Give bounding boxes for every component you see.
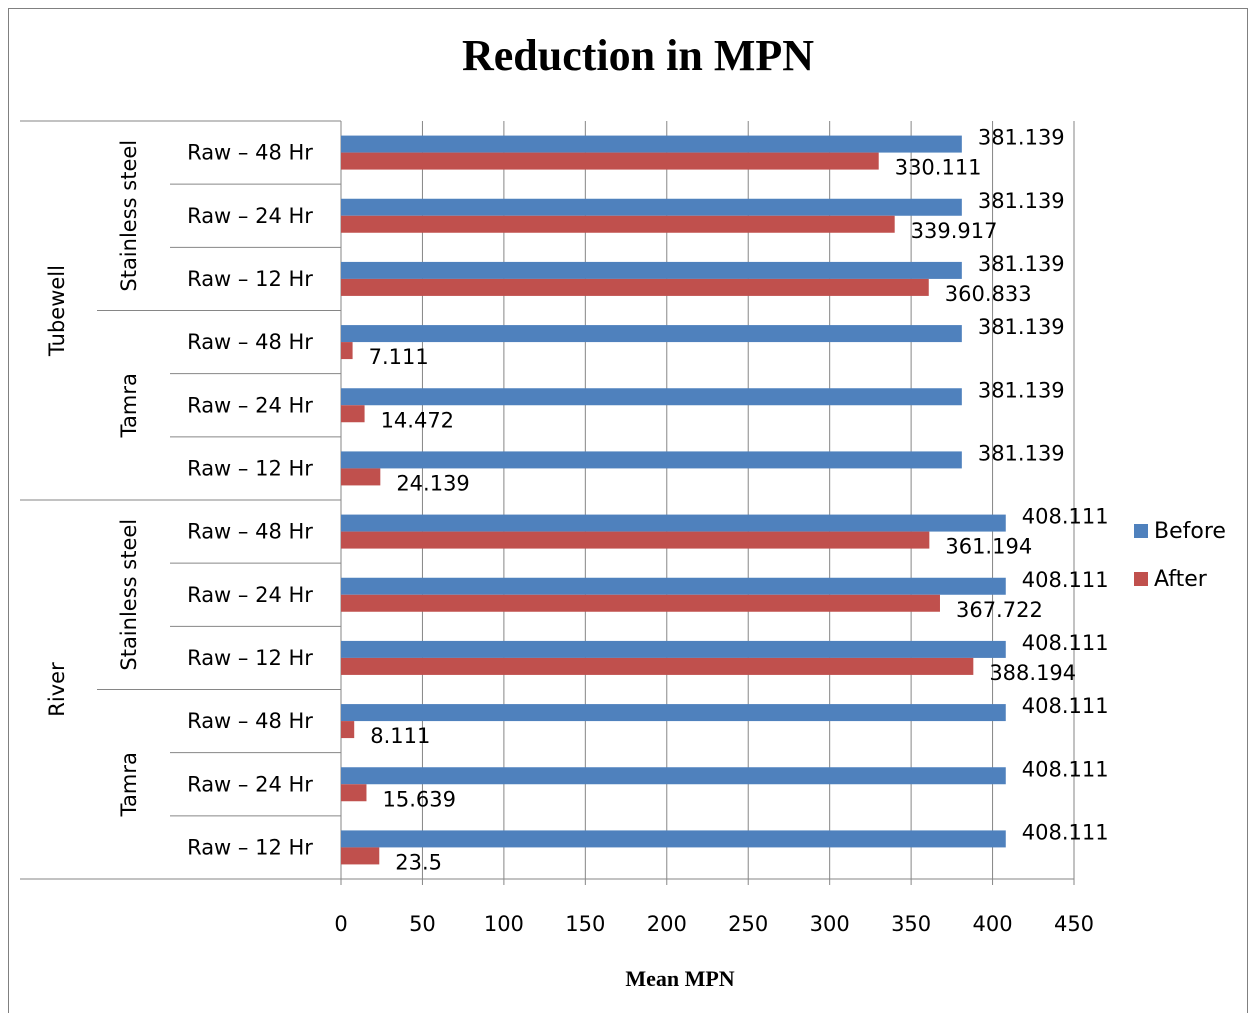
bar-before	[341, 388, 962, 406]
legend-item-after: After	[1134, 567, 1207, 592]
data-label-before: 408.111	[1022, 505, 1109, 529]
x-tick-label: 150	[565, 912, 605, 936]
bar-after	[341, 847, 380, 865]
category-label: Raw – 12 Hr	[187, 835, 313, 859]
category-label: Raw – 48 Hr	[187, 709, 313, 733]
data-label-after: 367.722	[956, 598, 1043, 622]
legend-swatch-before	[1134, 524, 1148, 538]
x-axis-title: Mean MPN	[625, 966, 735, 991]
category-label: Raw – 24 Hr	[187, 204, 313, 228]
data-label-before: 408.111	[1022, 568, 1109, 592]
data-label-before: 408.111	[1022, 631, 1109, 655]
data-label-before: 381.139	[978, 189, 1065, 213]
x-tick-label: 0	[334, 912, 347, 936]
x-tick-label: 50	[409, 912, 436, 936]
bar-after	[341, 784, 367, 802]
legend-swatch-after	[1134, 572, 1148, 586]
bar-after	[341, 531, 930, 549]
data-label-after: 23.5	[395, 850, 442, 874]
bar-after	[341, 342, 353, 360]
data-label-after: 388.194	[989, 661, 1076, 685]
data-label-before: 381.139	[978, 126, 1065, 150]
bar-before	[341, 514, 1006, 532]
bar-after	[341, 657, 974, 675]
bar-before	[341, 135, 962, 153]
x-tick-label: 200	[647, 912, 687, 936]
category-label: Raw – 24 Hr	[187, 583, 313, 607]
material-group-label: Tamra	[117, 373, 141, 438]
data-label-before: 408.111	[1022, 694, 1109, 718]
legend-label-after: After	[1154, 567, 1207, 592]
bar-before	[341, 198, 962, 216]
chart-title: Reduction in MPN	[462, 31, 814, 80]
data-label-after: 360.833	[945, 282, 1032, 306]
bar-before	[341, 704, 1006, 722]
bar-after	[341, 405, 365, 423]
data-label-before: 408.111	[1022, 757, 1109, 781]
category-label: Raw – 48 Hr	[187, 520, 313, 544]
bar-after	[341, 468, 381, 486]
x-tick-label: 400	[973, 912, 1013, 936]
material-group-label: Tamra	[117, 752, 141, 817]
category-label: Raw – 12 Hr	[187, 456, 313, 480]
x-tick-label: 300	[810, 912, 850, 936]
bar-before	[341, 325, 962, 343]
category-label: Raw – 12 Hr	[187, 267, 313, 291]
category-label: Raw – 12 Hr	[187, 646, 313, 670]
data-label-after: 14.472	[381, 408, 454, 432]
source-group-label: Tubewell	[45, 265, 69, 357]
bar-after	[341, 278, 929, 296]
material-group-label: Stainless steel	[117, 140, 141, 292]
x-tick-label: 100	[484, 912, 524, 936]
data-label-after: 15.639	[382, 787, 455, 811]
legend-label-before: Before	[1154, 519, 1226, 544]
legend-item-before: Before	[1134, 519, 1226, 544]
source-group-label: River	[45, 662, 69, 717]
bar-before	[341, 767, 1006, 785]
bar-after	[341, 594, 940, 612]
bar-after	[341, 215, 895, 233]
material-group-label: Stainless steel	[117, 519, 141, 671]
data-label-before: 381.139	[978, 252, 1065, 276]
data-label-after: 361.194	[945, 535, 1032, 559]
x-tick-label: 450	[1054, 912, 1094, 936]
data-label-before: 408.111	[1022, 820, 1109, 844]
data-label-before: 381.139	[978, 441, 1065, 465]
bar-before	[341, 577, 1006, 595]
data-label-before: 381.139	[978, 315, 1065, 339]
category-label: Raw – 24 Hr	[187, 772, 313, 796]
category-label: Raw – 48 Hr	[187, 330, 313, 354]
data-label-after: 339.917	[911, 219, 998, 243]
category-label: Raw – 24 Hr	[187, 393, 313, 417]
bar-before	[341, 451, 962, 469]
data-label-after: 8.111	[370, 724, 430, 748]
x-tick-label: 350	[891, 912, 931, 936]
data-label-before: 381.139	[978, 378, 1065, 402]
bar-before	[341, 261, 962, 279]
bar-before	[341, 830, 1006, 848]
bar-after	[341, 721, 355, 739]
category-label: Raw – 48 Hr	[187, 141, 313, 165]
data-label-after: 7.111	[369, 345, 429, 369]
bar-after	[341, 152, 879, 170]
data-label-after: 24.139	[396, 471, 469, 495]
data-label-after: 330.111	[895, 156, 982, 180]
bar-before	[341, 640, 1006, 658]
x-tick-label: 250	[728, 912, 768, 936]
